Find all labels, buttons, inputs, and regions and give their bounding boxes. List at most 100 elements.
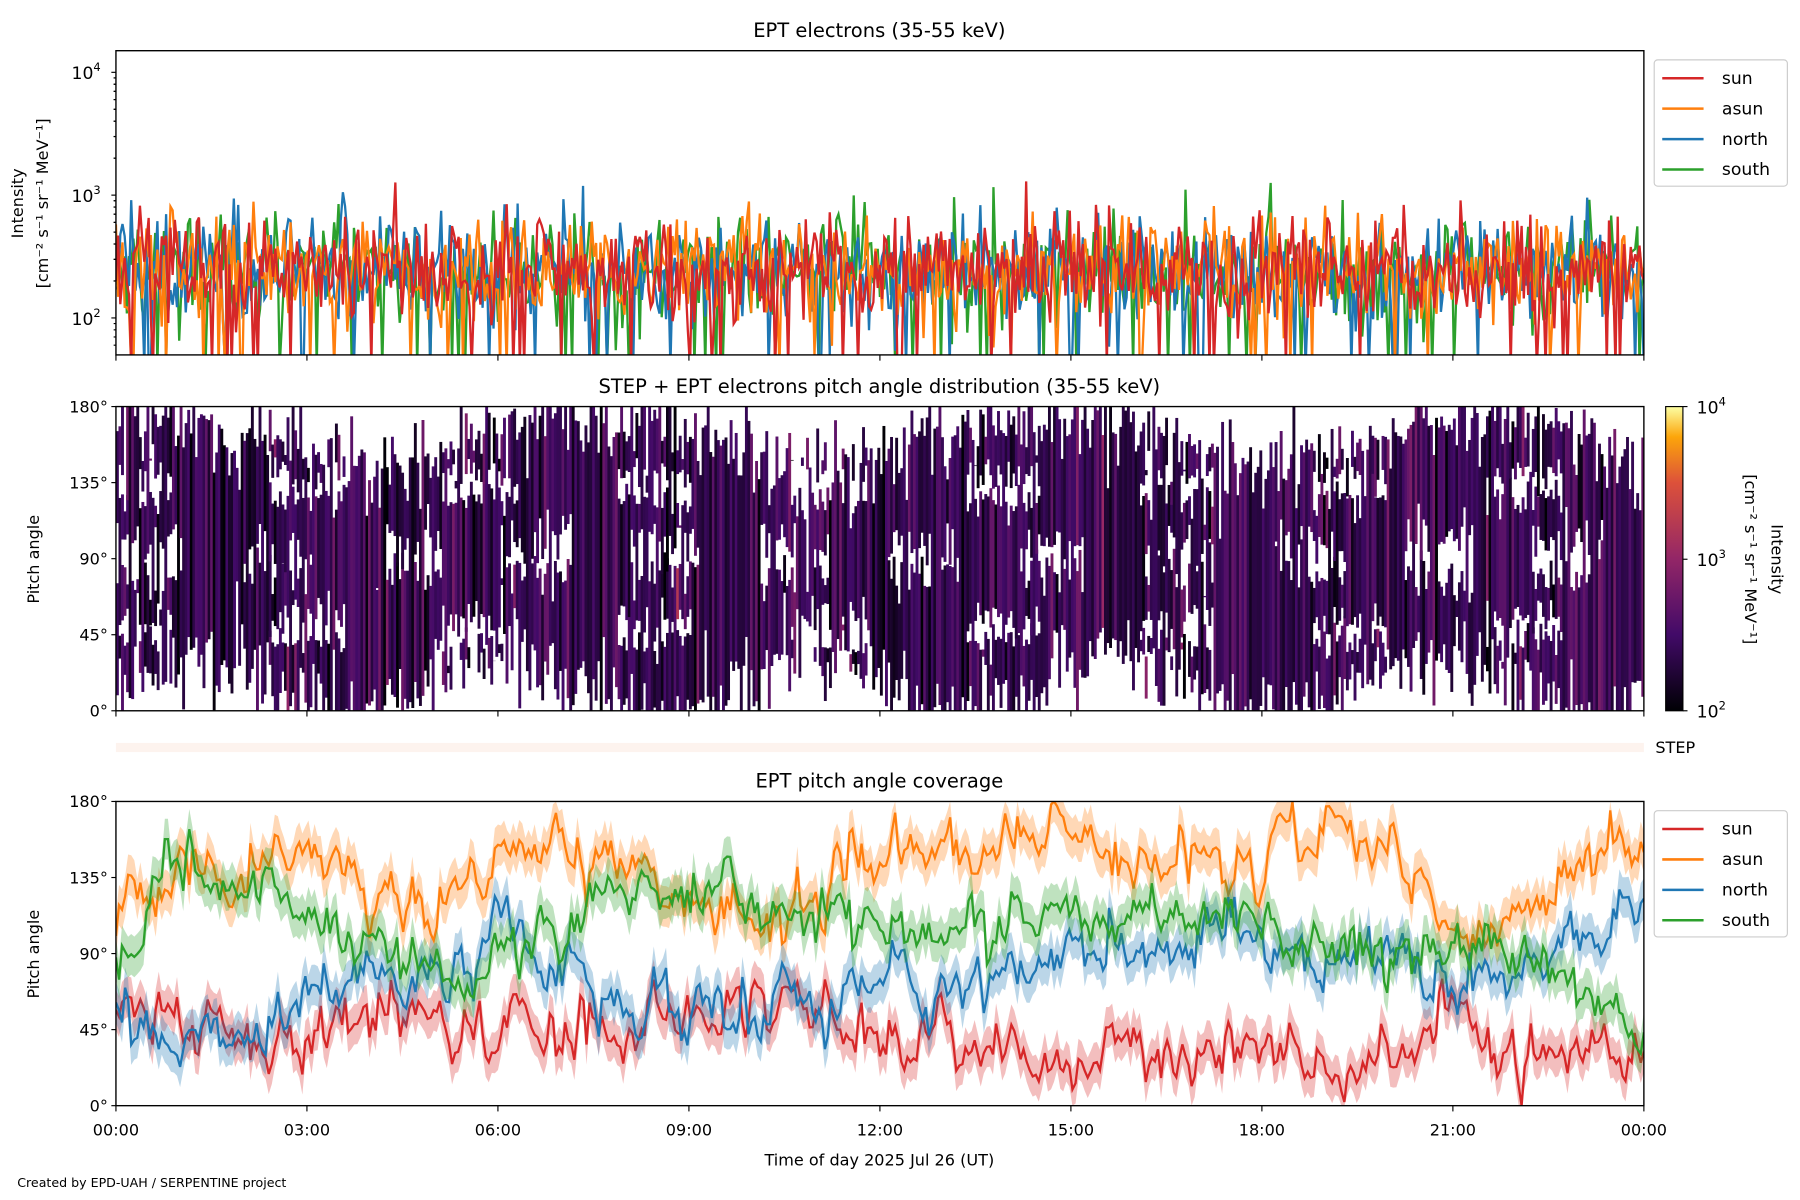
heatmap-cell <box>686 576 690 617</box>
heatmap-cell <box>497 487 501 628</box>
heatmap-cell <box>1323 495 1326 546</box>
legend-label-sun: sun <box>1722 820 1753 840</box>
heatmap-cell <box>1424 406 1428 526</box>
heatmap-cell <box>441 452 445 474</box>
heatmap-cell <box>1376 439 1380 480</box>
heatmap-cell <box>299 406 303 557</box>
step-strip-label: STEP <box>1655 738 1695 757</box>
heatmap-cell <box>1585 582 1589 711</box>
ytick-label: 90° <box>79 549 107 568</box>
heatmap-cell <box>508 563 512 627</box>
heatmap-cell <box>1147 500 1151 546</box>
heatmap-cell <box>518 562 522 709</box>
heatmap-cell <box>1557 577 1561 617</box>
heatmap-cell <box>1628 489 1632 711</box>
heatmap-cell <box>1012 646 1016 711</box>
heatmap-cell <box>1203 624 1207 693</box>
heatmap-cell <box>1544 587 1548 630</box>
panel1-ylabel-1: Intensity <box>8 168 27 238</box>
heatmap-cell <box>205 419 208 643</box>
heatmap-cell <box>918 431 921 549</box>
heatmap-cell <box>1414 587 1418 641</box>
heatmap-cell <box>426 575 430 687</box>
ytick-label: 102 <box>72 306 101 330</box>
heatmap-cell <box>1009 424 1013 489</box>
heatmap-cell <box>546 406 550 510</box>
heatmap-cell <box>1345 457 1349 497</box>
heatmap-cell <box>1050 442 1054 548</box>
heatmap-cell <box>301 458 305 480</box>
heatmap-cell <box>711 456 715 697</box>
heatmap-cell <box>984 631 988 665</box>
heatmap-cell <box>500 643 504 662</box>
heatmap-cell <box>1468 602 1472 694</box>
heatmap-cell <box>128 406 132 699</box>
heatmap-cell <box>1407 566 1410 667</box>
heatmap-cell <box>1531 428 1535 478</box>
heatmap-cell <box>564 580 568 669</box>
heatmap-cell <box>1519 512 1522 616</box>
heatmap-cell <box>248 573 252 683</box>
heatmap-cell <box>1165 417 1169 466</box>
heatmap-cell <box>296 448 300 493</box>
heatmap-cell <box>1284 560 1288 688</box>
heatmap-cell <box>683 500 687 533</box>
heatmap-cell <box>1328 655 1332 711</box>
heatmap-cell <box>1437 427 1441 545</box>
heatmap-cell <box>597 452 601 662</box>
heatmap-cell <box>556 406 560 560</box>
heatmap-cell <box>1027 644 1031 701</box>
heatmap-cell <box>1323 452 1326 483</box>
heatmap-cell <box>818 565 822 666</box>
heatmap-cell <box>462 638 466 689</box>
heatmap-cell <box>890 436 893 554</box>
heatmap-cell <box>301 653 305 673</box>
heatmap-cell <box>979 649 983 711</box>
heatmap-cell <box>1542 574 1545 617</box>
heatmap-cell <box>477 633 481 673</box>
heatmap-cell <box>1562 423 1566 711</box>
x-axis-label: Time of day 2025 Jul 26 (UT) <box>763 1150 994 1169</box>
heatmap-cell <box>1289 580 1293 711</box>
heatmap-cell <box>475 501 478 602</box>
heatmap-cell <box>1274 442 1278 542</box>
intensity-line-sun <box>115 181 1644 355</box>
heatmap-cell <box>1075 571 1079 711</box>
heatmap-cell <box>951 567 955 687</box>
heatmap-cell <box>828 647 832 689</box>
heatmap-cell <box>869 448 873 647</box>
heatmap-cell <box>1269 442 1273 686</box>
heatmap-cell <box>1149 519 1153 620</box>
heatmap-cell <box>1473 406 1477 685</box>
heatmap-cell <box>143 632 147 667</box>
heatmap-cell <box>525 478 529 672</box>
heatmap-cell <box>1317 581 1321 631</box>
heatmap-cell <box>676 568 680 620</box>
heatmap-cell <box>997 411 1000 466</box>
heatmap-cell <box>1300 445 1303 527</box>
heatmap-cell <box>579 440 583 668</box>
heatmap-cell <box>1068 579 1072 658</box>
heatmap-cell <box>304 594 308 703</box>
heatmap-cell <box>790 504 794 558</box>
heatmap-cell <box>1534 416 1538 473</box>
heatmap-cell <box>1193 444 1197 478</box>
heatmap-cell <box>1399 436 1403 689</box>
heatmap-cell <box>1065 436 1069 672</box>
heatmap-cell <box>1376 628 1380 648</box>
heatmap-cell <box>1353 456 1357 479</box>
colorbar-tick-label: 104 <box>1697 394 1726 418</box>
heatmap-cell <box>1501 443 1505 484</box>
heatmap-cell <box>296 578 300 608</box>
heatmap-cell <box>342 484 346 605</box>
heatmap-cell <box>258 406 262 525</box>
heatmap-cell <box>1457 582 1461 651</box>
heatmap-cell <box>1503 418 1507 706</box>
heatmap-cell <box>1101 435 1105 628</box>
heatmap-cell <box>1172 548 1176 650</box>
heatmap-cell <box>1323 579 1326 616</box>
heatmap-cell <box>1534 486 1538 557</box>
heatmap-cell <box>999 430 1003 475</box>
heatmap-cell <box>681 459 685 470</box>
heatmap-cell <box>946 564 950 703</box>
